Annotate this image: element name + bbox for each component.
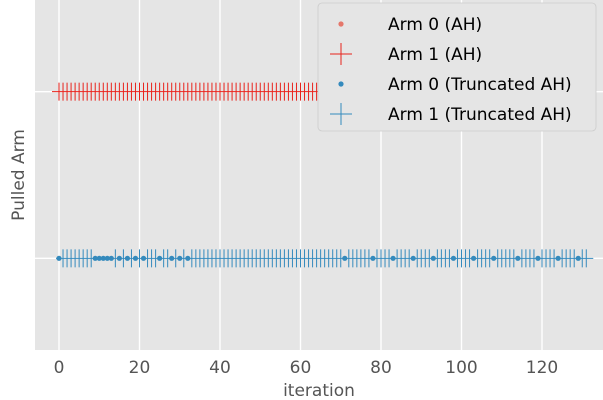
series-3: [56, 249, 594, 268]
legend-marker: [338, 81, 344, 87]
x-tick-label: 120: [526, 358, 558, 378]
x-axis-label: iteration: [283, 381, 355, 400]
legend-label: Arm 1 (Truncated AH): [388, 105, 572, 125]
legend-label: Arm 0 (AH): [388, 15, 482, 35]
x-tick-label: 80: [370, 358, 392, 378]
x-tick-label: 20: [129, 358, 151, 378]
x-tick-label: 60: [290, 358, 312, 378]
x-tick-label: 0: [54, 358, 65, 378]
y-axis-label: Pulled Arm: [9, 129, 29, 221]
legend-box: [317, 2, 597, 132]
legend-marker: [338, 21, 344, 27]
legend: Arm 0 (AH) Arm 1 (AH) Arm 0 (Truncated AH)…: [317, 2, 597, 132]
x-tick-label: 40: [209, 358, 231, 378]
x-tick-labels: 0 20 40 60 80 100 120: [54, 358, 559, 378]
legend-label: Arm 1 (AH): [388, 45, 482, 65]
legend-label: Arm 0 (Truncated AH): [388, 75, 572, 95]
x-tick-label: 100: [445, 358, 477, 378]
